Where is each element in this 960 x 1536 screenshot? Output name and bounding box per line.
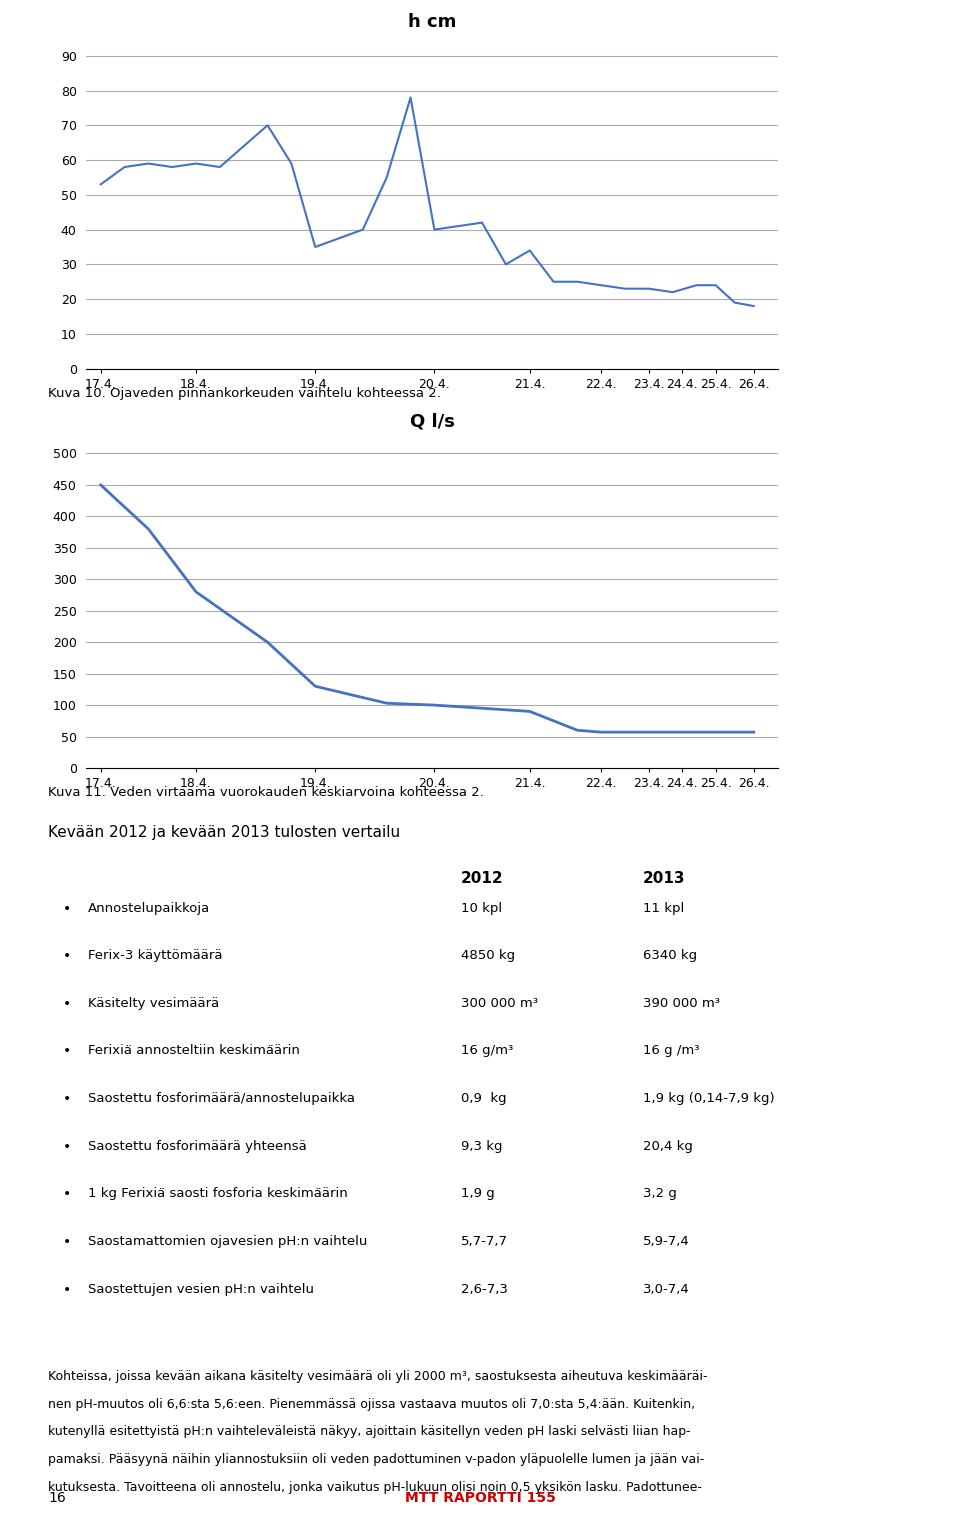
Text: nen pH-muutos oli 6,6:sta 5,6:een. Pienemmässä ojissa vastaava muutos oli 7,0:st: nen pH-muutos oli 6,6:sta 5,6:een. Piene… — [48, 1398, 695, 1410]
Title: h cm: h cm — [408, 14, 456, 31]
Text: Kuva 11. Veden virtaama vuorokauden keskiarvoina kohteessa 2.: Kuva 11. Veden virtaama vuorokauden kesk… — [48, 786, 484, 799]
Text: •: • — [62, 1187, 71, 1201]
Text: Saostettu fosforimäärä/annostelupaikka: Saostettu fosforimäärä/annostelupaikka — [88, 1092, 355, 1104]
Text: MTT RAPORTTI 155: MTT RAPORTTI 155 — [404, 1491, 556, 1505]
Text: Ferixiä annosteltiin keskimäärin: Ferixiä annosteltiin keskimäärin — [88, 1044, 300, 1057]
Text: Ferix-3 käyttömäärä: Ferix-3 käyttömäärä — [88, 949, 223, 962]
Text: 0,9  kg: 0,9 kg — [461, 1092, 507, 1104]
Text: kutuksesta. Tavoitteena oli annostelu, jonka vaikutus pH-lukuun olisi noin 0,5 y: kutuksesta. Tavoitteena oli annostelu, j… — [48, 1481, 702, 1493]
Text: 20,4 kg: 20,4 kg — [643, 1140, 693, 1152]
Text: •: • — [62, 1283, 71, 1296]
Text: 3,2 g: 3,2 g — [643, 1187, 677, 1200]
Text: 2013: 2013 — [643, 871, 685, 886]
Text: 1 kg Ferixiä saosti fosforia keskimäärin: 1 kg Ferixiä saosti fosforia keskimäär… — [88, 1187, 348, 1200]
Text: Kevään 2012 ja kevään 2013 tulosten vertailu: Kevään 2012 ja kevään 2013 tulosten vert… — [48, 825, 400, 840]
Text: 2012: 2012 — [461, 871, 503, 886]
Text: 16 g/m³: 16 g/m³ — [461, 1044, 513, 1057]
Text: 1,9 kg (0,14-7,9 kg): 1,9 kg (0,14-7,9 kg) — [643, 1092, 775, 1104]
Text: 6340 kg: 6340 kg — [643, 949, 697, 962]
Text: 16 g /m³: 16 g /m³ — [643, 1044, 700, 1057]
Text: Saostettu fosforimäärä yhteensä: Saostettu fosforimäärä yhteensä — [88, 1140, 307, 1152]
Text: •: • — [62, 1140, 71, 1154]
Text: •: • — [62, 1044, 71, 1058]
Text: •: • — [62, 902, 71, 915]
Text: 4850 kg: 4850 kg — [461, 949, 515, 962]
Text: pamaksi. Pääsyynä näihin yliannostuksiin oli veden padottuminen v-padon yläpuole: pamaksi. Pääsyynä näihin yliannostuksiin… — [48, 1453, 705, 1465]
Text: Saostamattomien ojavesien pH:n vaihtelu: Saostamattomien ojavesien pH:n vaihtelu — [88, 1235, 368, 1247]
Text: kutenyllä esitettyistä pH:n vaihteleväleistä näkyy, ajoittain käsitellyn veden p: kutenyllä esitettyistä pH:n vaihteleväle… — [48, 1425, 690, 1438]
Text: •: • — [62, 1092, 71, 1106]
Text: Annostelupaikkoja: Annostelupaikkoja — [88, 902, 210, 914]
Title: Q l/s: Q l/s — [410, 413, 454, 430]
Text: Käsitelty vesimäärä: Käsitelty vesimäärä — [88, 997, 220, 1009]
Text: Kuva 10. Ojaveden pinnankorkeuden vaihtelu kohteessa 2.: Kuva 10. Ojaveden pinnankorkeuden vaihte… — [48, 387, 441, 399]
Text: 1,9 g: 1,9 g — [461, 1187, 494, 1200]
Text: 390 000 m³: 390 000 m³ — [643, 997, 720, 1009]
Text: 11 kpl: 11 kpl — [643, 902, 684, 914]
Text: 2,6-7,3: 2,6-7,3 — [461, 1283, 508, 1295]
Text: •: • — [62, 1235, 71, 1249]
Text: 3,0-7,4: 3,0-7,4 — [643, 1283, 690, 1295]
Text: 16: 16 — [48, 1491, 65, 1505]
Text: •: • — [62, 949, 71, 963]
Text: 300 000 m³: 300 000 m³ — [461, 997, 538, 1009]
Text: 9,3 kg: 9,3 kg — [461, 1140, 502, 1152]
Text: Kohteissa, joissa kevään aikana käsitelty vesimäärä oli yli 2000 m³, saostuksest: Kohteissa, joissa kevään aikana käsitelt… — [48, 1370, 708, 1382]
Text: 5,9-7,4: 5,9-7,4 — [643, 1235, 690, 1247]
Text: •: • — [62, 997, 71, 1011]
Text: 5,7-7,7: 5,7-7,7 — [461, 1235, 508, 1247]
Text: 10 kpl: 10 kpl — [461, 902, 502, 914]
Text: Saostettujen vesien pH:n vaihtelu: Saostettujen vesien pH:n vaihtelu — [88, 1283, 314, 1295]
